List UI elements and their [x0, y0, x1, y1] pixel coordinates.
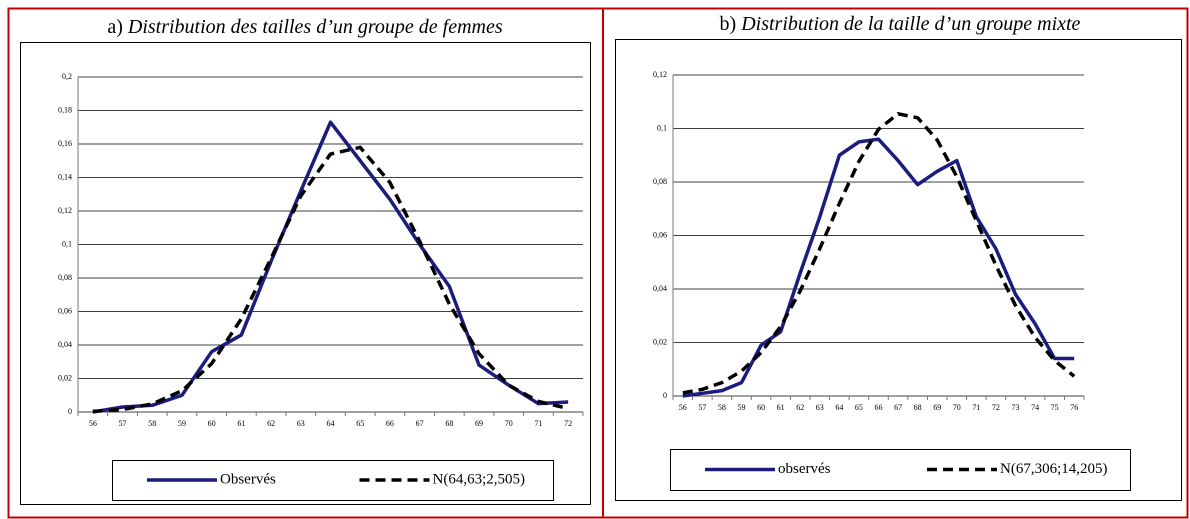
x-tick-label: 56 — [89, 419, 97, 428]
y-tick-label: 0,06 — [58, 306, 72, 315]
x-tick-label: 57 — [119, 419, 127, 428]
x-tick-label: 56 — [679, 403, 687, 412]
y-tick-label: 0,12 — [653, 70, 667, 79]
x-tick-label: 60 — [757, 403, 765, 412]
x-tick-label: 72 — [992, 403, 1000, 412]
x-tick-label: 65 — [855, 403, 863, 412]
x-tick-label: 68 — [914, 403, 922, 412]
x-tick-label: 63 — [816, 403, 824, 412]
title-text: Distribution de la taille d’un groupe mi… — [740, 13, 1080, 35]
title-text: Distribution des tailles d’un groupe de … — [127, 16, 503, 38]
x-tick-label: 61 — [777, 403, 785, 412]
y-tick-label: 0 — [663, 391, 667, 400]
y-tick-label: 0,14 — [58, 172, 72, 181]
x-tick-label: 67 — [416, 419, 424, 428]
x-tick-label: 70 — [505, 419, 513, 428]
legend-label: N(67,306;14,205) — [1000, 461, 1108, 477]
legend-label: N(64,63;2,505) — [433, 471, 526, 487]
x-tick-label: 69 — [933, 403, 941, 412]
x-tick-label: 66 — [386, 419, 394, 428]
x-tick-label: 64 — [327, 419, 335, 428]
x-tick-label: 72 — [564, 419, 572, 428]
x-tick-label: 67 — [894, 403, 902, 412]
series-line — [682, 112, 1076, 395]
x-tick-label: 73 — [1012, 403, 1020, 412]
legend-box — [112, 460, 554, 501]
x-tick-label: 59 — [178, 419, 186, 428]
y-tick-label: 0,02 — [58, 373, 72, 382]
legend-label: observés — [778, 461, 831, 477]
x-tick-label: 74 — [1031, 403, 1039, 412]
y-tick-label: 0,1 — [657, 123, 667, 132]
chart-title: b) Distribution de la taille d’un groupe… — [720, 13, 1081, 35]
x-tick-label: 75 — [1051, 403, 1059, 412]
legend-label: Observés — [220, 471, 276, 487]
series-line — [92, 145, 569, 414]
x-tick-label: 58 — [718, 403, 726, 412]
x-tick-label: 64 — [835, 403, 843, 412]
x-tick-label: 58 — [148, 419, 156, 428]
y-tick-label: 0,12 — [58, 206, 72, 215]
x-tick-label: 57 — [698, 403, 706, 412]
x-tick-label: 71 — [972, 403, 980, 412]
panel-label: b) — [720, 13, 737, 35]
x-tick-label: 62 — [796, 403, 804, 412]
y-tick-label: 0,16 — [58, 139, 72, 148]
x-tick-label: 65 — [356, 419, 364, 428]
x-tick-label: 68 — [445, 419, 453, 428]
y-tick-label: 0,08 — [653, 177, 667, 186]
y-tick-label: 0,08 — [58, 273, 72, 282]
x-tick-label: 70 — [953, 403, 961, 412]
panel-label: a) — [107, 16, 123, 38]
y-tick-label: 0,1 — [62, 239, 72, 248]
x-tick-label: 69 — [475, 419, 483, 428]
y-tick-label: 0,04 — [58, 340, 72, 349]
legend-box — [670, 449, 1131, 491]
x-tick-label: 60 — [208, 419, 216, 428]
outer-frame — [7, 7, 1189, 519]
x-tick-label: 66 — [875, 403, 883, 412]
series-line — [92, 120, 569, 414]
x-tick-label: 63 — [297, 419, 305, 428]
y-tick-label: 0 — [68, 407, 72, 416]
chart-frame — [615, 39, 1182, 501]
x-tick-label: 61 — [237, 419, 245, 428]
y-tick-label: 0,04 — [653, 284, 667, 293]
series-line — [682, 137, 1075, 398]
x-tick-label: 76 — [1070, 403, 1078, 412]
y-tick-label: 0,02 — [653, 337, 667, 346]
y-tick-label: 0,2 — [62, 72, 72, 81]
y-tick-label: 0,06 — [653, 230, 667, 239]
chart-frame — [20, 42, 591, 505]
x-tick-label: 59 — [738, 403, 746, 412]
y-tick-label: 0,18 — [58, 105, 72, 114]
x-tick-label: 62 — [267, 419, 275, 428]
chart-title: a) Distribution des tailles d’un groupe … — [107, 16, 503, 38]
x-tick-label: 71 — [534, 419, 542, 428]
